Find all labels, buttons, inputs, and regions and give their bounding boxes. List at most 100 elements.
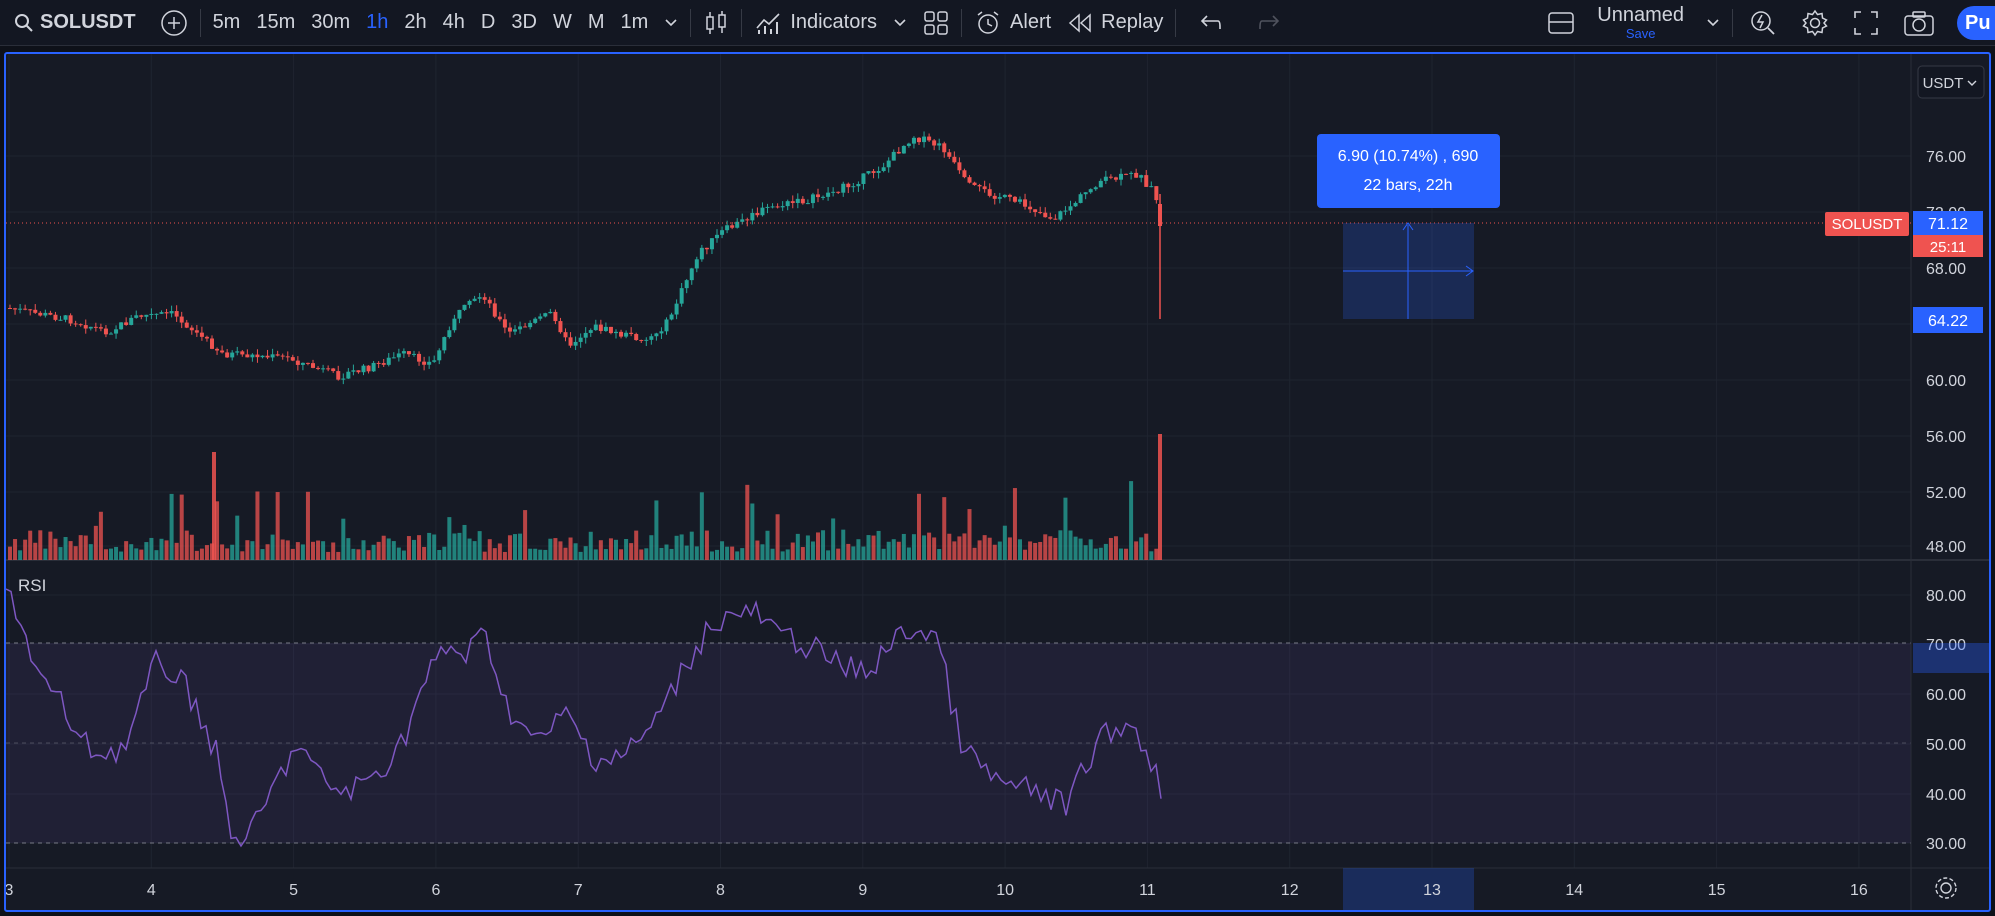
undo-button[interactable] <box>1180 0 1240 46</box>
interval-5[interactable]: 4h <box>442 11 465 33</box>
candle-body <box>422 361 427 365</box>
volume-bar <box>669 548 674 560</box>
candle-body <box>856 183 861 187</box>
candle-body <box>805 203 810 205</box>
time-scale[interactable]: 3 4 5 6 7 8 9 10 11 12 13 14 15 16 <box>5 882 1868 899</box>
indicators-dropdown[interactable] <box>885 0 915 46</box>
indicators-button[interactable]: Indicators <box>746 0 885 46</box>
interval-3[interactable]: 1h <box>366 11 389 33</box>
volume-bar <box>548 538 553 560</box>
volume-bar <box>396 547 401 560</box>
candle-body <box>174 311 179 317</box>
volume-bar <box>124 541 129 560</box>
interval-2[interactable]: 30m <box>311 11 351 33</box>
volume-bar <box>432 534 437 560</box>
candle-body <box>270 354 275 358</box>
rsi-scale[interactable]: 80.00 70.00 60.00 50.00 40.00 30.00 <box>1926 588 1966 853</box>
candle-body <box>497 316 502 320</box>
volume-bar <box>588 531 593 560</box>
candle-body <box>841 183 846 193</box>
layout-name-button[interactable]: Unnamed Save <box>1583 0 1698 46</box>
chart-canvas[interactable]: 6.90 (10.74%) , 690 22 bars, 22h RSI 76.… <box>5 54 1989 910</box>
candle-body <box>624 332 629 337</box>
candle-body <box>376 362 381 364</box>
interval-0[interactable]: 5m <box>212 11 241 33</box>
publish-button[interactable]: Pu <box>1957 6 1995 40</box>
currency-button[interactable] <box>1917 65 1985 99</box>
candle-body <box>305 362 310 364</box>
interval-1[interactable]: 15m <box>256 11 296 33</box>
redo-button[interactable] <box>1240 0 1300 46</box>
time-tick-label: 16 <box>1850 882 1868 899</box>
volume-bar <box>1113 536 1118 560</box>
interval-dropdown[interactable] <box>656 0 686 46</box>
interval-9[interactable]: M <box>587 11 605 33</box>
interval-7[interactable]: 3D <box>511 11 537 33</box>
alarm-clock-icon <box>977 10 999 34</box>
alert-button[interactable]: Alert <box>966 0 1059 46</box>
volume-bar <box>68 541 73 560</box>
candle-body <box>619 331 624 337</box>
fullscreen-button[interactable] <box>1841 0 1891 46</box>
time-tick-label: 4 <box>147 882 156 899</box>
volume-bar <box>139 549 144 560</box>
candle-body <box>412 353 416 355</box>
volume-bar <box>608 538 613 560</box>
candle-body <box>1063 210 1068 212</box>
chart-type-button[interactable] <box>695 0 737 46</box>
volume-bar <box>518 533 523 560</box>
axis-settings-icon[interactable] <box>1935 877 1957 899</box>
snapshot-button[interactable] <box>1891 0 1947 46</box>
interval-6[interactable]: D <box>480 11 496 33</box>
interval-10[interactable]: 1m <box>620 11 649 33</box>
volume-bar <box>755 540 760 560</box>
symbol-search[interactable]: SOLUSDT <box>0 0 144 46</box>
volume-bar <box>1119 548 1123 560</box>
volume-bar <box>336 551 341 560</box>
layout-dropdown[interactable] <box>1698 0 1728 46</box>
settings-button[interactable] <box>1789 0 1841 46</box>
candle-body <box>346 371 351 379</box>
volume-bar <box>442 546 447 560</box>
chart-area[interactable]: 6.90 (10.74%) , 690 22 bars, 22h RSI 76.… <box>5 54 1989 910</box>
candle-body <box>1018 199 1022 202</box>
volume-bar <box>1108 537 1113 560</box>
grid-icon <box>924 10 948 35</box>
candle-body <box>1154 186 1159 201</box>
candle-body <box>831 191 836 193</box>
volume-bar <box>250 541 255 560</box>
interval-8[interactable]: W <box>552 11 572 33</box>
candle-body <box>164 312 169 314</box>
interval-list: 5m 15m 30m 1h 2h 4h D 3D W M 1m <box>205 0 657 46</box>
replay-button[interactable]: Replay <box>1059 0 1171 46</box>
volume-bar <box>558 541 563 560</box>
volume-bar <box>528 548 533 560</box>
candles <box>8 131 1162 385</box>
volume-bar <box>947 533 952 560</box>
compare-button[interactable] <box>152 0 196 46</box>
templates-button[interactable] <box>915 0 957 46</box>
candle-body <box>326 368 331 370</box>
layout-button[interactable] <box>1539 0 1583 46</box>
volume-bar <box>417 535 422 560</box>
candle-body <box>800 198 805 204</box>
rsi-tick-label: 60.00 <box>1926 687 1966 704</box>
volume-bar <box>750 503 755 560</box>
candle-body <box>932 140 937 146</box>
volume-bar <box>603 549 608 560</box>
volume-bar <box>174 542 179 560</box>
candle-body <box>952 156 957 163</box>
candle-body <box>215 348 220 351</box>
quick-search-button[interactable] <box>1737 0 1789 46</box>
volume-bar <box>275 492 280 560</box>
measure-line2: 22 bars, 22h <box>1364 177 1453 194</box>
volume-bar <box>316 540 321 560</box>
candle-body <box>1093 187 1098 190</box>
volume-bar <box>800 547 805 560</box>
chevron-down-icon <box>665 18 677 26</box>
volume-bar <box>1068 530 1073 560</box>
candle-body <box>911 137 916 144</box>
candle-body <box>1158 204 1162 226</box>
candle-body <box>684 280 689 289</box>
interval-4[interactable]: 2h <box>404 11 427 33</box>
